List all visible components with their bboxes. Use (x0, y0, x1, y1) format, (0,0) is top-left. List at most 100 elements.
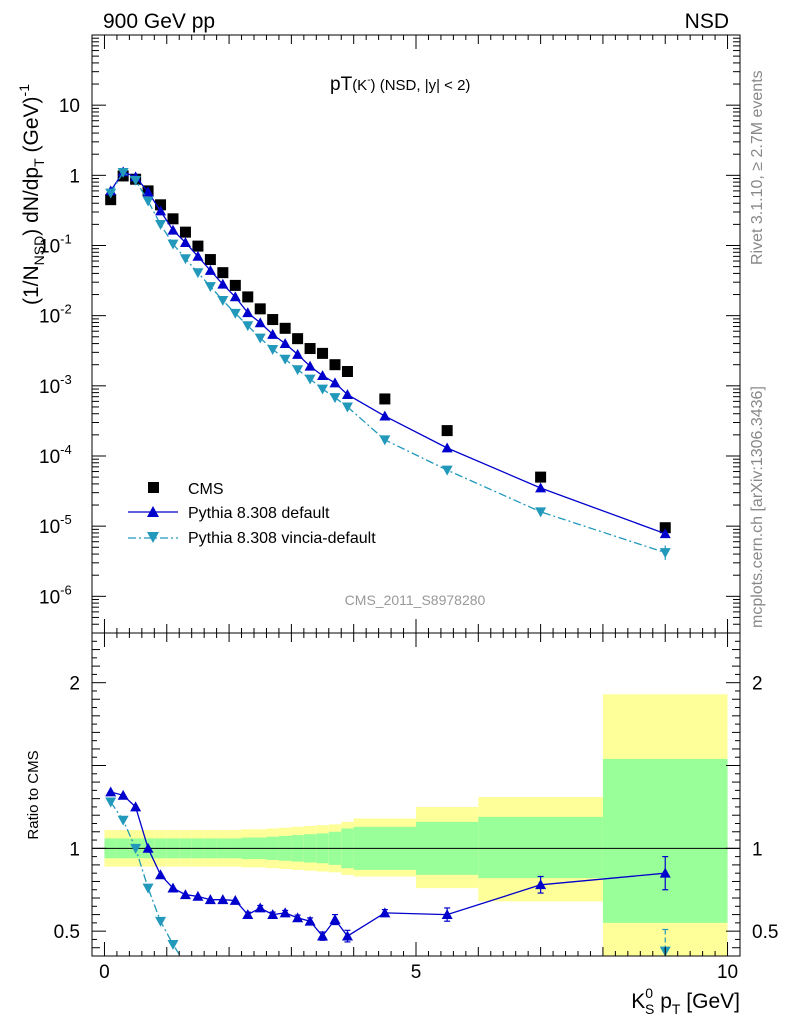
main-y-tick-label-base: 10 (39, 447, 60, 468)
main-point-2 (535, 507, 547, 518)
legend-marker-cms (148, 482, 159, 493)
main-point-1 (535, 482, 547, 493)
main-y-tick-label-exp: -2 (60, 302, 72, 317)
x-axis-label-sup: 0 (645, 985, 653, 1001)
main-point-cms (217, 267, 229, 279)
main-point-2 (341, 402, 353, 413)
ratio-band-green (602, 758, 728, 923)
main-y-label-part2: ) dN/dp (20, 167, 43, 236)
ratio-point-0 (279, 907, 291, 918)
main-point-1 (229, 291, 241, 302)
ratio-point-0 (192, 890, 204, 901)
ratio-point-0 (304, 915, 316, 926)
x-axis-label-k: K (631, 990, 645, 1013)
main-y-tick-label-exp: -6 (60, 582, 72, 597)
ratio-y-tick-label: 2 (69, 674, 80, 695)
main-point-1 (292, 348, 304, 359)
main-y-tick-label: 10 (59, 96, 80, 117)
ratio-point-1 (105, 797, 117, 808)
main-y-tick-label-exp: -3 (60, 372, 72, 387)
main-title: pT(K-) (NSD, |y| < 2) (330, 74, 470, 95)
main-point-2 (179, 254, 191, 265)
main-title-close: ) (371, 77, 376, 94)
main-point-cms (229, 279, 241, 291)
main-title-sup: - (367, 75, 370, 86)
main-y-tick-label-exp: -4 (60, 442, 72, 457)
main-y-label-part1: (1/N (20, 265, 43, 305)
main-point-1 (179, 237, 191, 247)
main-point-cms (304, 343, 316, 355)
main-point-cms (105, 194, 117, 206)
ratio-y-tick-label-right: 0.5 (752, 922, 778, 943)
ratio-y-ticks: 0.5 0.5 1 1 2 2 (54, 640, 778, 949)
ratio-y-tick-label: 1 (69, 839, 80, 860)
main-point-1 (242, 307, 254, 318)
main-point-1 (279, 338, 291, 348)
ratio-point-0 (217, 894, 229, 905)
main-point-1 (329, 377, 341, 388)
legend-label-cms: CMS (188, 481, 224, 498)
ratio-point-0 (329, 914, 341, 924)
main-point-2 (167, 239, 179, 250)
main-y-tick-label-exp: -1 (60, 231, 72, 246)
main-point-2 (204, 282, 216, 293)
ratio-point-0 (267, 909, 279, 919)
main-point-cms (329, 359, 341, 371)
main-point-2 (441, 465, 453, 476)
main-point-2 (229, 308, 241, 319)
main-y-tick-label: 10-1 (39, 231, 72, 257)
main-point-cms (267, 314, 279, 326)
main-point-cms (379, 393, 391, 405)
main-y-tick-label-base: 10 (39, 307, 60, 328)
legend-entry-cms: CMS (148, 481, 224, 498)
main-point-1 (441, 442, 453, 453)
main-point-2 (279, 354, 291, 365)
ratio-point-0 (441, 909, 453, 919)
main-point-cms (254, 303, 266, 315)
ratio-point-0 (117, 789, 129, 800)
legend-label-pythia-default: Pythia 8.308 default (188, 505, 330, 522)
main-y-tick-label: 10-5 (39, 512, 72, 538)
main-point-1 (192, 250, 204, 261)
ratio-point-1 (130, 843, 142, 854)
main-point-2 (217, 295, 229, 306)
main-point-2 (267, 345, 279, 355)
legend-entry-pythia-default: Pythia 8.308 default (128, 505, 330, 522)
main-point-1 (267, 328, 279, 339)
ratio-point-0 (254, 902, 266, 913)
watermark: CMS_2011_S8978280 (345, 592, 486, 608)
main-title-paren: (K (352, 77, 367, 94)
x-axis-label-unit: [GeV] (680, 990, 740, 1013)
x-axis-label: K0 S pT [GeV] (631, 985, 740, 1017)
main-point-cms (279, 322, 291, 334)
main-y-tick-label-exp: -5 (60, 512, 72, 527)
ratio-point-0 (535, 879, 547, 890)
main-y-tick-label-base: 10 (39, 236, 60, 257)
ratio-point-0 (204, 894, 216, 905)
main-point-cms (242, 291, 254, 303)
ratio-panel: 0.5 0.51 12 2 0 5 10 Ratio to CMS K0 S pT [GeV… (25, 632, 778, 1017)
main-point-1 (167, 224, 179, 235)
x-axis-label-sub: S (645, 1001, 654, 1017)
main-point-2 (379, 435, 391, 446)
ratio-point-1 (155, 916, 167, 927)
side-label-mcplots: mcplots.cern.ch [arXiv:1306.3436] (749, 386, 766, 628)
ratio-y-tick-label: 0.5 (54, 922, 80, 943)
main-point-cms (179, 226, 191, 238)
main-y-tick-label-base: 10 (39, 517, 60, 538)
ratio-x-tick-label: 0 (99, 962, 110, 983)
ratio-point-0 (142, 842, 154, 853)
main-y-label-sub1: NSD (31, 236, 47, 266)
main-y-label-sup: -1 (16, 84, 32, 97)
legend-entry-pythia-vincia: Pythia 8.308 vincia-default (128, 530, 376, 547)
main-point-2 (292, 365, 304, 376)
x-axis-label-p: p (654, 990, 672, 1013)
main-point-cms (204, 254, 216, 266)
ratio-point-0 (242, 909, 254, 919)
main-title-main: pT (330, 74, 353, 95)
ratio-band-green (478, 816, 603, 879)
main-point-cms (535, 471, 547, 483)
main-point-2 (659, 548, 671, 559)
